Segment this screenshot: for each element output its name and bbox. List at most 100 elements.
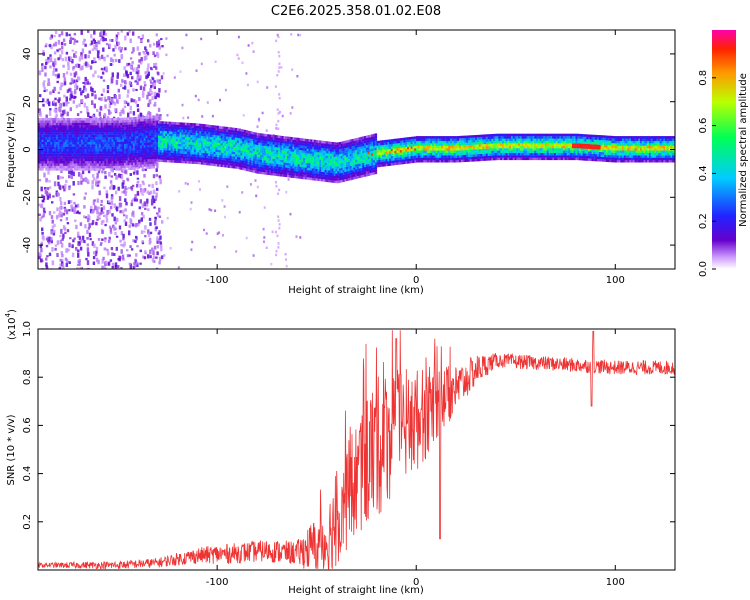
- heatmap-cell: [41, 168, 44, 171]
- heatmap-cell: [301, 150, 304, 153]
- heatmap-cell: [97, 141, 100, 145]
- heatmap-cell: [199, 157, 202, 160]
- heatmap-cell: [299, 171, 302, 175]
- heatmap-cell: [43, 161, 46, 164]
- heatmap-cell: [299, 33, 302, 37]
- heatmap-cell: [170, 133, 173, 137]
- heatmap-cell: [136, 131, 139, 134]
- heatmap-cell: [290, 156, 293, 159]
- heatmap-cell: [190, 146, 193, 150]
- heatmap-cell: [140, 140, 143, 143]
- heatmap-cell: [179, 141, 182, 144]
- heatmap-cell: [304, 160, 308, 163]
- heatmap-cell: [63, 168, 66, 171]
- heatmap-cell: [201, 140, 204, 144]
- heatmap-cell: [52, 144, 55, 147]
- heatmap-cell: [256, 152, 259, 155]
- heatmap-cell: [195, 123, 198, 126]
- heatmap-cell: [319, 169, 322, 172]
- heatmap-cell: [215, 140, 218, 143]
- heatmap-cell: [179, 158, 182, 161]
- heatmap-cell: [154, 220, 157, 226]
- heatmap-cell: [321, 178, 324, 182]
- heatmap-cell: [142, 188, 146, 193]
- heatmap-cell: [74, 219, 77, 223]
- heatmap-cell: [353, 164, 356, 168]
- heatmap-cell: [134, 143, 137, 146]
- heatmap-cell: [91, 144, 94, 147]
- heatmap-cell: [245, 72, 248, 75]
- heatmap-cell: [197, 161, 200, 165]
- heatmap-cell: [303, 162, 306, 165]
- heatmap-cell: [38, 108, 41, 113]
- heatmap-cell: [287, 167, 290, 171]
- heatmap-cell: [107, 132, 111, 135]
- heatmap-cell: [100, 129, 103, 133]
- heatmap-cell: [296, 144, 299, 148]
- heatmap-cell: [206, 160, 209, 163]
- heatmap-cell: [210, 156, 213, 159]
- heatmap-cell: [66, 129, 69, 133]
- heatmap-cell: [133, 131, 136, 134]
- heatmap-cell: [49, 65, 52, 69]
- heatmap-cell: [210, 148, 213, 152]
- heatmap-cell: [143, 125, 146, 129]
- heatmap-cell: [240, 138, 243, 142]
- heatmap-cell: [149, 222, 152, 226]
- spectrogram-heatmap: [38, 30, 675, 269]
- heatmap-cell: [211, 141, 215, 145]
- heatmap-cell: [226, 129, 229, 132]
- heatmap-cell: [56, 49, 59, 52]
- heatmap-cell: [292, 154, 295, 157]
- heatmap-cell: [317, 166, 320, 170]
- heatmap-cell: [272, 144, 275, 147]
- heatmap-cell: [265, 134, 268, 137]
- heatmap-cell: [231, 134, 234, 138]
- heatmap-cell: [254, 161, 258, 164]
- heatmap-cell: [335, 166, 338, 169]
- heatmap-cell: [249, 138, 252, 141]
- heatmap-cell: [39, 125, 43, 128]
- heatmap-cell: [306, 172, 309, 175]
- heatmap-cell: [93, 144, 96, 147]
- heatmap-cell: [213, 156, 216, 159]
- heatmap-cell: [147, 137, 150, 141]
- heatmap-cell: [158, 215, 162, 218]
- heatmap-cell: [233, 146, 236, 150]
- heatmap-cell: [107, 146, 111, 150]
- heatmap-cell: [126, 254, 130, 258]
- heatmap-cell: [121, 78, 124, 82]
- heatmap-cell: [125, 139, 129, 142]
- heatmap-cell: [77, 161, 80, 164]
- heatmap-cell: [55, 113, 58, 118]
- heatmap-cell: [337, 168, 340, 172]
- heatmap-cell: [93, 243, 96, 248]
- heatmap-cell: [73, 118, 77, 121]
- heatmap-cell: [251, 165, 254, 168]
- heatmap-cell: [201, 145, 204, 148]
- heatmap-cell: [134, 116, 137, 120]
- heatmap-cell: [132, 67, 135, 72]
- heatmap-cell: [272, 163, 275, 167]
- heatmap-cell: [95, 151, 98, 154]
- heatmap-cell: [134, 258, 137, 262]
- heatmap-cell: [299, 169, 302, 172]
- heatmap-cell: [97, 50, 100, 54]
- heatmap-cell: [315, 171, 318, 174]
- heatmap-cell: [73, 125, 77, 128]
- heatmap-cell: [251, 155, 254, 158]
- heatmap-cell: [324, 155, 327, 158]
- heatmap-cell: [304, 169, 308, 173]
- heatmap-cell: [154, 137, 157, 140]
- heatmap-cell: [186, 132, 189, 135]
- heatmap-cell: [120, 151, 123, 154]
- heatmap-cell: [269, 146, 272, 149]
- heatmap-cell: [294, 144, 297, 148]
- heatmap-cell: [231, 144, 234, 147]
- heatmap-cell: [147, 149, 150, 153]
- heatmap-cell: [279, 171, 283, 175]
- heatmap-cell: [147, 164, 150, 167]
- heatmap-cell: [269, 158, 272, 161]
- heatmap-cell: [48, 165, 51, 169]
- heatmap-cell: [66, 144, 69, 147]
